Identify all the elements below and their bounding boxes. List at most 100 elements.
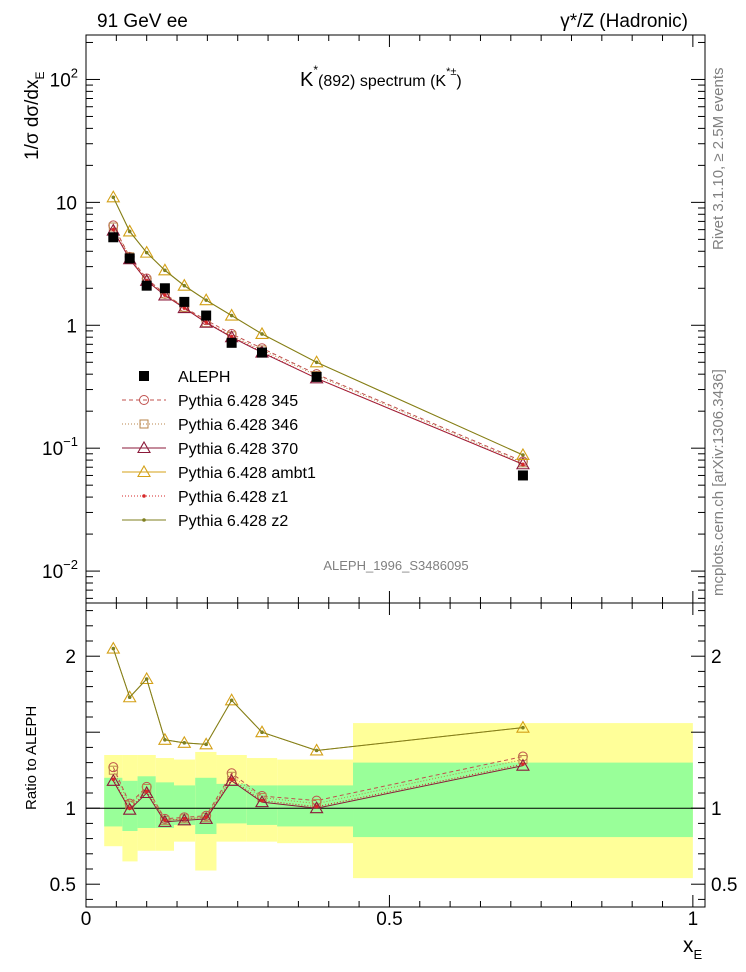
legend-label-3: Pythia 6.428 370 — [178, 441, 298, 458]
ratio-band-inner-2 — [137, 776, 156, 828]
ratio-band-inner-5 — [195, 777, 217, 835]
ratio-2-point-7 — [255, 795, 269, 808]
ratio-3-point-1 — [122, 690, 137, 703]
data-point-8 — [311, 371, 322, 382]
series-5-point-7 — [260, 332, 264, 336]
ratio-2-point-0 — [106, 773, 121, 786]
y-tick-label-4: 10−2 — [42, 557, 78, 583]
ratio-4-point-3 — [163, 818, 167, 823]
series-4-point-6 — [229, 334, 234, 339]
series-3-point-6 — [224, 308, 239, 321]
y-axis-title: 1/σ dσ/dxE — [22, 71, 47, 160]
y-tick-label-1: 10 — [56, 193, 77, 214]
series-line-5 — [112, 197, 524, 456]
ratio-5-point-5 — [204, 742, 208, 747]
ratio-2-point-5 — [199, 811, 214, 824]
ratio-4-point-7 — [260, 798, 264, 803]
series-5-point-2 — [144, 250, 149, 255]
ratio-line-1 — [112, 759, 524, 821]
title-particle: K — [300, 69, 314, 91]
ratio-series — [106, 641, 530, 827]
legend-label-2: Pythia 6.428 346 — [178, 417, 298, 434]
legend-marker-2 — [139, 419, 149, 429]
data-point-6 — [226, 337, 237, 348]
series-4-point-9 — [521, 462, 525, 467]
ratio-3-point-9 — [515, 720, 530, 733]
data-point-3 — [159, 283, 170, 294]
ratio-tick-label-right-1: 1 — [711, 799, 722, 820]
ratio-5-point-0 — [111, 646, 116, 651]
series-line-0 — [112, 225, 524, 462]
ratio-3-point-6 — [224, 693, 239, 706]
series-4-point-5 — [204, 320, 208, 324]
chart-title: K*(892) spectrum (K*±) — [300, 63, 462, 91]
series-2-point-5 — [199, 315, 214, 328]
ratio-band-inner-6 — [216, 783, 247, 824]
series-5-point-6 — [229, 313, 234, 318]
ratio-tick-label-right-0: 2 — [711, 647, 722, 668]
series-line-3 — [112, 197, 524, 456]
ratio-3-point-0 — [106, 641, 121, 654]
series-5-point-1 — [127, 229, 132, 234]
header-left: 91 GeV ee — [97, 11, 188, 32]
ratio-5-point-4 — [182, 741, 187, 745]
main-series — [106, 190, 530, 481]
ratio-y-axis-title: Ratio to ALEPH — [23, 706, 40, 810]
series-5-point-9 — [521, 453, 525, 457]
data-point-9 — [517, 470, 528, 481]
ratio-line-5 — [112, 648, 523, 751]
title-close: ) — [456, 73, 461, 90]
ratio-5-point-2 — [144, 677, 149, 681]
series-5-point-4 — [182, 283, 187, 288]
series-5-point-5 — [204, 298, 208, 302]
series-3-point-0 — [106, 190, 121, 203]
series-5-point-0 — [111, 195, 116, 200]
ratio-2-point-4 — [177, 813, 192, 826]
series-3-point-2 — [139, 245, 154, 258]
x-tick-label-2: 1 — [688, 909, 699, 930]
series-3-point-5 — [199, 293, 214, 306]
ratio-band-inner-0 — [104, 777, 123, 827]
title-spectrum: spectrum (K — [355, 73, 446, 90]
data-point-7 — [256, 347, 267, 358]
legend-label-5: Pythia 6.428 z1 — [178, 489, 288, 506]
ratio-5-point-6 — [229, 698, 234, 703]
ratio-4-point-2 — [144, 789, 149, 794]
title-mass: (892) — [318, 73, 355, 90]
ratio-4-point-9 — [521, 762, 525, 766]
ratio-4-point-8 — [314, 804, 319, 809]
legend-marker-1 — [139, 395, 149, 405]
ratio-tick-label-2: 0.5 — [50, 875, 76, 896]
ratio-4-point-0 — [111, 777, 116, 782]
legend: ALEPH Pythia 6.428 345 Pythia 6.428 346 Pyt… — [122, 369, 316, 530]
x-tick-label-0: 0 — [81, 909, 92, 930]
data-point-2 — [141, 280, 152, 291]
ratio-line-2 — [112, 765, 524, 823]
series-3-point-8 — [309, 355, 324, 368]
legend-label-0: ALEPH — [178, 369, 230, 386]
x-axis-title: xE — [683, 934, 703, 962]
series-3-point-7 — [255, 326, 269, 339]
title-sup: *± — [446, 66, 456, 78]
ratio-2-point-1 — [122, 802, 137, 815]
legend-marker-0 — [139, 371, 149, 381]
ratio-frame — [85, 602, 706, 908]
y-tick-label-2: 1 — [66, 316, 77, 337]
legend-label-4: Pythia 6.428 ambt1 — [178, 465, 316, 482]
ratio-bands — [86, 723, 705, 879]
ratio-5-point-9 — [521, 725, 525, 730]
ratio-3-point-5 — [199, 737, 214, 750]
legend-marker-4 — [137, 464, 151, 478]
series-line-1 — [112, 226, 524, 464]
ratio-2-point-3 — [157, 814, 172, 827]
series-4-point-4 — [182, 306, 187, 310]
ratio-2-point-8 — [309, 801, 324, 814]
data-point-0 — [108, 232, 119, 243]
legend-marker-5 — [142, 494, 146, 498]
series-line-2 — [112, 230, 524, 465]
header-right: γ*/Z (Hadronic) — [560, 11, 688, 32]
ratio-4-point-6 — [229, 777, 234, 782]
series-line-4 — [112, 229, 524, 465]
